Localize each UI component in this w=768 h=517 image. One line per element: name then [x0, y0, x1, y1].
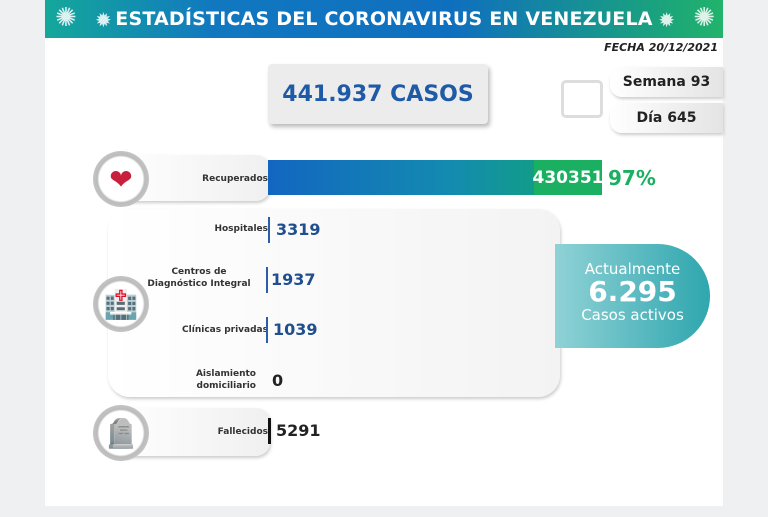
- header-banner: ✺ ✹ ESTADÍSTICAS DEL CORONAVIRUS EN VENE…: [45, 0, 723, 38]
- date-label: FECHA 20/12/2021: [604, 41, 718, 54]
- tombstone-icon: 🪦: [93, 405, 149, 461]
- virus-icon: ✺: [693, 3, 715, 33]
- hospitalizados-box: [108, 209, 560, 397]
- aislamiento-value: 0: [272, 371, 284, 390]
- clinicas-value: 1039: [266, 317, 318, 343]
- active-value: 6.295: [588, 275, 677, 308]
- virus-icon: ✺: [55, 3, 77, 33]
- aislamiento-label: Aislamiento domiciliario: [195, 369, 256, 391]
- cdi-label: Centros de Diagnóstico Integral: [147, 267, 251, 289]
- page-title: ESTADÍSTICAS DEL CORONAVIRUS EN VENEZUEL…: [115, 8, 653, 30]
- hospital-icon: 🏥: [93, 276, 149, 332]
- active-bottom: Casos activos: [581, 306, 684, 324]
- recuperados-bar: 430351: [268, 160, 604, 195]
- clinicas-label: Clínicas privadas: [182, 325, 268, 335]
- calendar-icon: [561, 80, 603, 118]
- cdi-value: 1937: [266, 267, 316, 293]
- day-label: Día 645: [610, 103, 723, 133]
- hospitales-label: Hospitales: [214, 224, 268, 234]
- fallecidos-value: 5291: [268, 418, 321, 444]
- total-cases: 441.937 CASOS: [268, 64, 488, 124]
- active-cases-badge: Actualmente 6.295 Casos activos: [555, 244, 710, 348]
- virus-icon: ✹: [95, 8, 112, 32]
- recuperados-label: Recuperados: [202, 174, 268, 184]
- virus-icon: ✹: [658, 8, 675, 32]
- active-top: Actualmente: [584, 260, 681, 278]
- recuperados-percent: 97%: [608, 166, 656, 190]
- hospitales-value: 3319: [268, 217, 321, 243]
- recuperados-value: 430351: [533, 160, 604, 195]
- fallecidos-label: Fallecidos: [217, 427, 268, 437]
- heart-icon: ❤: [93, 151, 149, 207]
- week-label: Semana 93: [610, 67, 723, 97]
